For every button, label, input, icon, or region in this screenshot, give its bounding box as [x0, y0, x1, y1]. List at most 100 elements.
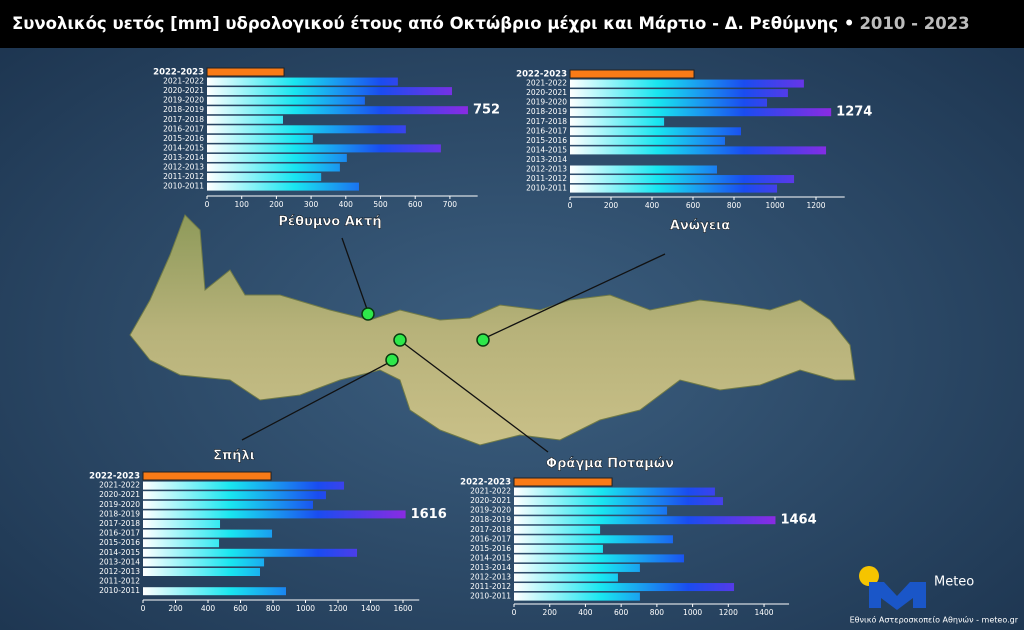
title-main: Συνολικός υετός [mm] υδρολογικού έτους α…	[12, 14, 854, 33]
category-label: 2014-2015	[163, 143, 204, 152]
category-label: 2011-2012	[470, 582, 511, 591]
category-label: 2010-2011	[163, 182, 204, 191]
bar	[514, 506, 668, 515]
category-label: 2010-2011	[99, 586, 140, 595]
bar	[570, 127, 741, 136]
x-tick-label: 0	[141, 604, 146, 613]
station-point	[385, 353, 399, 367]
bar	[514, 487, 715, 496]
category-label: 2022-2023	[460, 478, 511, 488]
x-tick-label: 100	[235, 200, 250, 209]
bar	[143, 481, 345, 490]
category-label: 2011-2012	[163, 172, 204, 181]
bar	[143, 539, 220, 548]
category-label: 2019-2020	[526, 98, 567, 107]
category-label: 2015-2016	[470, 544, 511, 553]
bar	[143, 558, 265, 567]
category-label: 2021-2022	[163, 77, 204, 86]
bar	[143, 500, 313, 509]
bar	[570, 79, 804, 88]
bar	[570, 117, 665, 126]
bar	[207, 115, 283, 124]
category-label: 2020-2021	[163, 86, 204, 95]
bar	[143, 587, 286, 596]
bar	[514, 554, 685, 563]
logo-mark	[869, 582, 926, 610]
x-tick-label: 600	[408, 200, 423, 209]
bar	[207, 77, 398, 86]
category-label: 2016-2017	[163, 124, 204, 133]
x-tick-label: 500	[373, 200, 388, 209]
category-label: 2021-2022	[526, 79, 567, 88]
category-label: 2010-2011	[470, 592, 511, 601]
category-label: 2011-2012	[526, 174, 567, 183]
bar	[207, 144, 441, 153]
category-label: 2011-2012	[99, 577, 140, 586]
bar	[514, 583, 735, 592]
category-label: 2012-2013	[99, 567, 140, 576]
bar	[570, 165, 717, 174]
bar	[514, 544, 603, 553]
x-tick-label: 200	[269, 200, 284, 209]
category-label: 2015-2016	[99, 538, 140, 547]
credit: Εθνικό Αστεροσκοπείο Αθηνών - meteo.gr	[850, 615, 1019, 625]
category-label: 2020-2021	[99, 490, 140, 499]
x-tick-label: 1000	[296, 604, 315, 613]
value-label: 1464	[780, 513, 816, 528]
x-tick-label: 600	[686, 201, 701, 210]
bar	[569, 69, 695, 79]
category-label: 2018-2019	[526, 107, 567, 116]
bar	[570, 108, 832, 117]
value-label: 752	[473, 103, 500, 118]
title: Συνολικός υετός [mm] υδρολογικού έτους α…	[12, 14, 970, 33]
bar	[514, 535, 673, 544]
category-label: 2016-2017	[526, 126, 567, 135]
x-tick-label: 0	[205, 200, 210, 209]
bar	[514, 592, 640, 601]
station-name: Ρέθυμνο Ακτή	[278, 215, 381, 230]
bar	[207, 96, 365, 105]
bar	[142, 471, 272, 481]
category-label: 2018-2019	[470, 515, 511, 524]
x-tick-label: 1400	[361, 604, 380, 613]
category-label: 2019-2020	[99, 500, 140, 509]
x-tick-label: 200	[168, 604, 183, 613]
bar	[207, 87, 452, 96]
category-label: 2019-2020	[163, 96, 204, 105]
category-label: 2014-2015	[99, 548, 140, 557]
x-tick-label: 1200	[806, 201, 825, 210]
x-tick-label: 200	[543, 608, 558, 617]
value-label: 1616	[411, 507, 447, 522]
bar	[514, 516, 776, 525]
stations	[361, 307, 490, 367]
bar	[513, 477, 613, 487]
category-label: 2014-2015	[526, 145, 567, 154]
category-label: 2013-2014	[163, 153, 204, 162]
value-label: 1274	[836, 105, 872, 120]
bar	[570, 89, 788, 98]
bar	[207, 134, 313, 143]
station-name: Φράγμα Ποταμών	[546, 457, 674, 472]
x-tick-label: 300	[304, 200, 319, 209]
category-label: 2019-2020	[470, 506, 511, 515]
category-label: 2013-2014	[99, 557, 140, 566]
x-tick-label: 400	[339, 200, 354, 209]
x-tick-label: 400	[645, 201, 660, 210]
station-name: Ανώγεια	[670, 219, 730, 234]
bar	[143, 510, 406, 519]
category-label: 2022-2023	[89, 472, 140, 482]
category-label: 2010-2011	[526, 184, 567, 193]
bar	[143, 520, 221, 528]
x-tick-label: 800	[266, 604, 281, 613]
bar	[143, 548, 358, 557]
x-tick-label: 400	[578, 608, 593, 617]
x-tick-label: 1000	[683, 608, 702, 617]
category-label: 2022-2023	[153, 68, 204, 78]
x-tick-label: 600	[614, 608, 629, 617]
x-tick-label: 1600	[393, 604, 412, 613]
x-tick-label: 1200	[719, 608, 738, 617]
crete-map	[129, 214, 856, 446]
category-label: 2021-2022	[99, 481, 140, 490]
station-point	[361, 307, 375, 321]
